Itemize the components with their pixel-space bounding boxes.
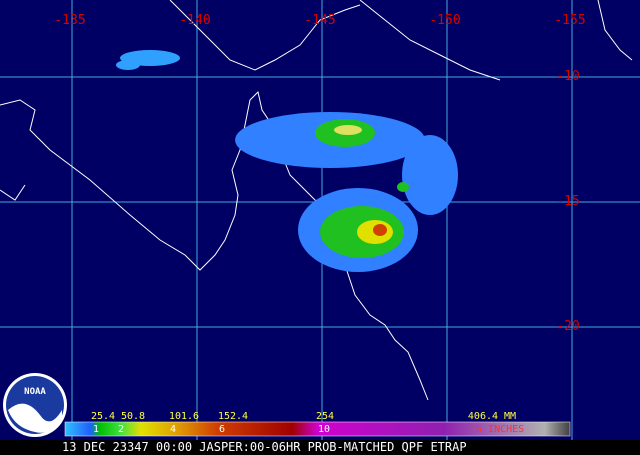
inch-label: 10 [318, 424, 330, 435]
inch-label: 16 INCHES [470, 424, 524, 435]
longitude-label: -135 [54, 13, 85, 28]
inch-label: 1 [93, 424, 99, 435]
coastline [597, 0, 633, 61]
mm-label: 101.6 [169, 411, 199, 422]
rain-area [116, 60, 140, 70]
inch-label: 2 [118, 424, 124, 435]
rain-area [402, 135, 458, 215]
rain-area [334, 125, 362, 135]
noaa-logo: NOAA [3, 373, 67, 437]
longitude-label: -140 [179, 13, 210, 28]
precipitation [116, 50, 458, 272]
latitude-label: -20 [556, 319, 579, 334]
rain-area [373, 224, 387, 236]
mm-label: 25.4 [91, 411, 115, 422]
longitude-label: -155 [554, 13, 585, 28]
mm-label: 254 [316, 411, 334, 422]
logo-text: NOAA [24, 387, 46, 397]
caption: 13 DEC 23347 00:00 JASPER:00-06HR PROB-M… [62, 440, 467, 454]
latitude-label: -10 [556, 69, 579, 84]
coastline [169, 0, 361, 71]
longitude-label: -150 [429, 13, 460, 28]
coastline [0, 184, 26, 201]
longitude-label: -145 [304, 13, 335, 28]
mm-label: 50.8 [121, 411, 145, 422]
mm-label: 406.4 MM [468, 411, 516, 422]
inch-label: 6 [219, 424, 225, 435]
latitude-label: -15 [556, 194, 579, 209]
mm-label: 152.4 [218, 411, 248, 422]
coastlines [0, 0, 633, 401]
coastline [0, 91, 429, 401]
rain-area [397, 182, 409, 192]
caption-strip [0, 440, 640, 455]
logo-wave [8, 403, 62, 433]
color-bar [64, 421, 571, 437]
inch-label: 4 [170, 424, 176, 435]
coastline [359, 0, 501, 81]
